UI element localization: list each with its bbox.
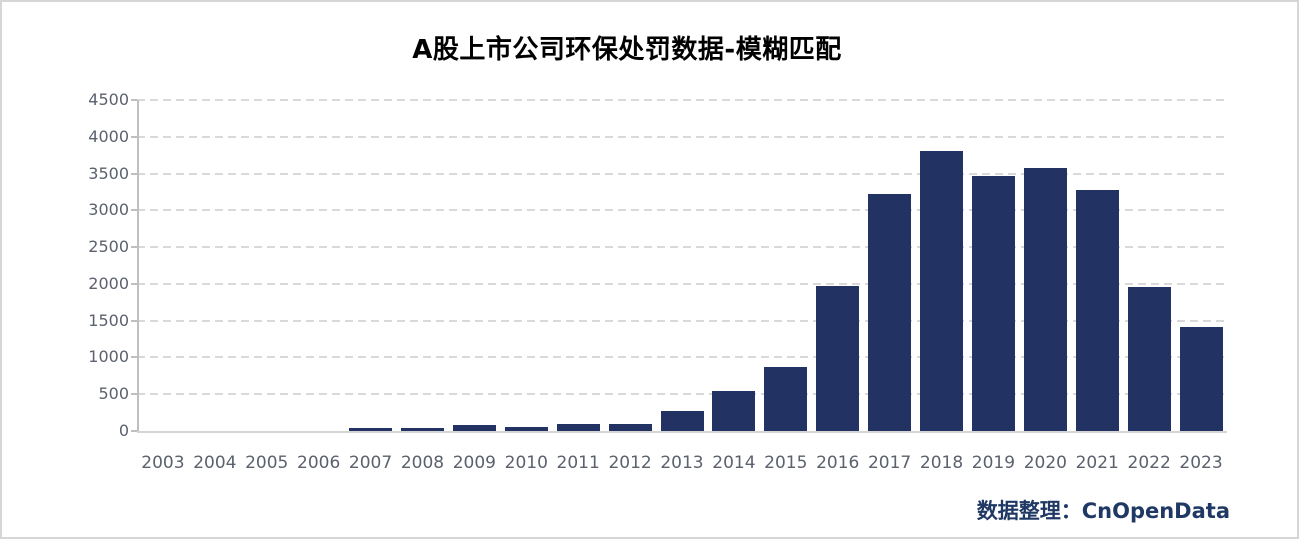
gridline-3500 — [137, 172, 1227, 175]
bar-2010 — [504, 427, 548, 431]
bar-2007 — [349, 428, 393, 431]
x-tick-label: 2010 — [504, 453, 548, 473]
x-tick-label: 2019 — [971, 453, 1016, 473]
y-tick-mark — [131, 393, 137, 396]
bar-2012 — [608, 424, 652, 431]
x-tick-label: 2006 — [297, 453, 341, 473]
bar-2020 — [1023, 168, 1067, 431]
y-tick-label: 0 — [118, 421, 129, 440]
y-tick-label: 3000 — [88, 200, 129, 220]
bar-2017 — [868, 194, 912, 431]
bar-2009 — [452, 425, 496, 431]
x-tick-label: 2017 — [867, 453, 912, 473]
y-tick-mark — [131, 430, 137, 432]
bar-2021 — [1075, 190, 1119, 431]
y-tick-label: 2500 — [88, 237, 129, 257]
y-tick-mark — [131, 246, 137, 249]
y-tick-mark — [131, 99, 137, 101]
gridline-500 — [137, 393, 1227, 396]
bar-2018 — [920, 151, 964, 431]
x-tick-label: 2018 — [919, 453, 964, 473]
y-tick-label: 4000 — [88, 126, 129, 146]
gridline-1500 — [137, 319, 1227, 322]
x-tick-label: 2021 — [1075, 453, 1119, 473]
bar-2019 — [971, 176, 1015, 431]
y-tick-label: 3500 — [88, 163, 129, 183]
y-tick-mark — [131, 319, 137, 322]
y-axis-line — [137, 100, 139, 433]
bar-2013 — [660, 411, 704, 431]
x-tick-label: 2013 — [660, 453, 704, 473]
bar-2016 — [816, 286, 860, 431]
y-tick-label: 1500 — [88, 310, 129, 330]
bar-2008 — [400, 428, 444, 431]
y-tick-label: 1000 — [88, 347, 129, 367]
x-axis-line — [137, 431, 1227, 433]
y-tick-mark — [131, 356, 137, 359]
gridline-4000 — [137, 135, 1227, 138]
bar-2015 — [764, 367, 808, 431]
x-tick-label: 2022 — [1127, 453, 1171, 473]
x-tick-label: 2014 — [712, 453, 756, 473]
bar-2022 — [1127, 287, 1171, 431]
x-tick-label: 2023 — [1179, 453, 1223, 473]
gridline-3000 — [137, 209, 1227, 212]
gridline-1000 — [137, 356, 1227, 359]
bar-2023 — [1179, 327, 1223, 431]
gridline-2500 — [137, 246, 1227, 249]
y-tick-label: 2000 — [88, 273, 129, 293]
x-tick-label: 2008 — [400, 453, 445, 473]
bar-2011 — [556, 424, 600, 431]
x-tick-label: 2015 — [764, 453, 808, 473]
x-tick-label: 2016 — [816, 453, 860, 473]
x-tick-label: 2007 — [348, 453, 393, 473]
x-tick-label: 2020 — [1023, 453, 1067, 473]
y-tick-label: 4500 — [88, 90, 129, 109]
x-tick-label: 2009 — [452, 453, 496, 473]
bar-2014 — [712, 391, 756, 431]
x-tick-label: 2011 — [556, 453, 600, 473]
chart-title: A股上市公司环保处罚数据-模糊匹配 — [412, 35, 842, 65]
gridline-4500 — [137, 99, 1227, 101]
x-tick-label: 2005 — [245, 453, 289, 473]
y-tick-mark — [131, 282, 137, 285]
x-tick-label: 2012 — [608, 453, 652, 473]
gridline-2000 — [137, 282, 1227, 285]
x-tick-label: 2003 — [141, 453, 185, 473]
data-credit: 数据整理：CnOpenData — [976, 499, 1230, 523]
y-tick-mark — [131, 135, 137, 138]
y-tick-mark — [131, 172, 137, 175]
y-tick-mark — [131, 209, 137, 212]
y-tick-label: 500 — [98, 384, 129, 404]
x-tick-label: 2004 — [193, 453, 237, 473]
